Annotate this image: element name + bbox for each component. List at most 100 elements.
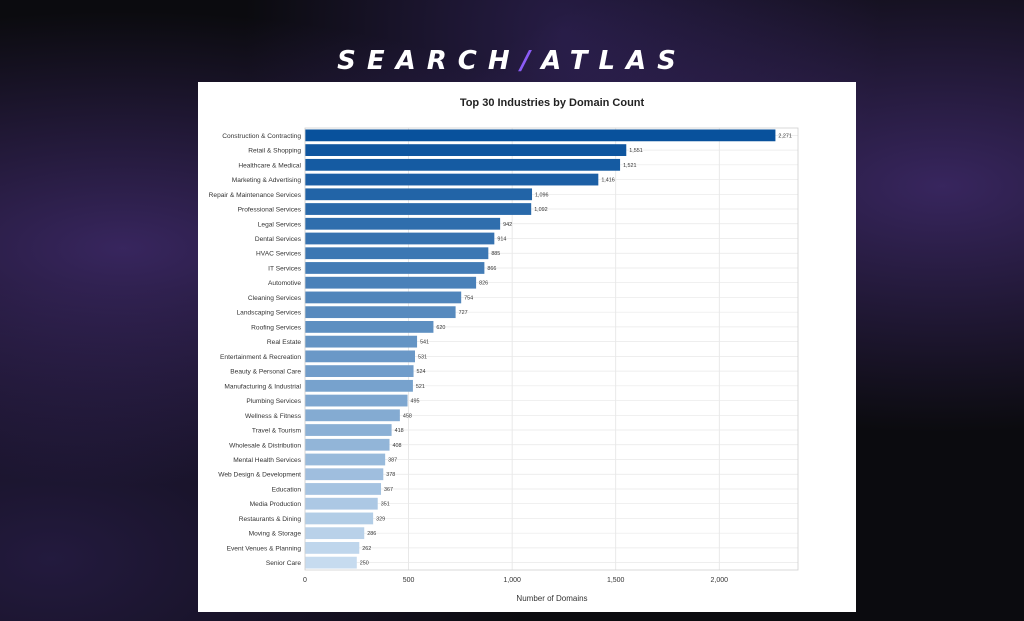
bar bbox=[305, 144, 627, 156]
bar bbox=[305, 247, 489, 260]
value-label: 286 bbox=[367, 531, 376, 537]
value-label: 1,521 bbox=[623, 163, 637, 169]
bar bbox=[305, 483, 382, 495]
value-label: 495 bbox=[411, 399, 420, 405]
category-label: Beauty & Personal Care bbox=[230, 369, 301, 376]
category-label: Repair & Maintenance Services bbox=[209, 192, 302, 199]
category-label: Education bbox=[272, 486, 302, 493]
value-label: 620 bbox=[436, 325, 445, 331]
value-label: 1,096 bbox=[535, 192, 549, 198]
value-label: 1,416 bbox=[601, 178, 615, 184]
bar bbox=[305, 527, 365, 540]
value-label: 367 bbox=[384, 487, 393, 493]
bar bbox=[305, 276, 477, 289]
category-label: Real Estate bbox=[267, 339, 301, 346]
bar bbox=[305, 394, 408, 407]
x-tick-labels: 0 500 1,000 1,500 2,000 bbox=[303, 577, 728, 584]
bar bbox=[305, 512, 374, 525]
value-label: 329 bbox=[376, 516, 385, 522]
category-label: Entertainment & Recreation bbox=[220, 354, 301, 361]
value-label: 351 bbox=[381, 502, 390, 508]
category-label: Automotive bbox=[268, 280, 301, 287]
category-label: Construction & Contracting bbox=[222, 133, 301, 140]
category-label: Legal Services bbox=[258, 221, 302, 228]
category-label: Professional Services bbox=[238, 207, 302, 214]
category-label: Roofing Services bbox=[251, 324, 302, 331]
value-label: 378 bbox=[386, 472, 395, 478]
category-label: Wholesale & Distribution bbox=[229, 442, 301, 449]
bar-chart: Top 30 Industries by Domain Count Constr… bbox=[209, 97, 799, 603]
bar bbox=[305, 365, 414, 377]
bar bbox=[305, 173, 599, 186]
value-label: 866 bbox=[487, 266, 496, 272]
bar bbox=[305, 350, 415, 363]
bar bbox=[305, 542, 360, 554]
bar bbox=[305, 409, 400, 422]
bar bbox=[305, 453, 386, 466]
bar bbox=[305, 321, 434, 333]
category-label: IT Services bbox=[268, 265, 302, 272]
category-label: Media Production bbox=[250, 501, 302, 508]
bar bbox=[305, 379, 413, 392]
x-tick-label: 1,500 bbox=[607, 577, 625, 584]
bar bbox=[305, 497, 378, 510]
bar bbox=[305, 188, 533, 201]
value-label: 727 bbox=[459, 310, 468, 316]
category-labels: Construction & Contracting Retail & Shopp… bbox=[209, 133, 302, 567]
value-label: 914 bbox=[497, 237, 506, 243]
bar bbox=[305, 306, 456, 319]
category-label: Event Venues & Planning bbox=[227, 545, 302, 552]
x-tick-label: 0 bbox=[303, 577, 307, 584]
value-label: 262 bbox=[362, 546, 371, 552]
category-label: Dental Services bbox=[255, 236, 302, 243]
category-label: Moving & Storage bbox=[249, 531, 302, 538]
category-label: Retail & Shopping bbox=[248, 148, 301, 155]
bar bbox=[305, 158, 621, 171]
category-label: Mental Health Services bbox=[233, 457, 302, 464]
category-label: Cleaning Services bbox=[248, 295, 302, 302]
bar bbox=[305, 424, 392, 436]
category-label: Manufacturing & Industrial bbox=[224, 383, 301, 390]
value-label: 418 bbox=[395, 428, 404, 434]
bar bbox=[305, 232, 495, 245]
bar bbox=[305, 335, 418, 348]
bar bbox=[305, 203, 532, 215]
value-label: 524 bbox=[417, 369, 426, 375]
category-label: Healthcare & Medical bbox=[238, 162, 301, 169]
bar bbox=[305, 129, 776, 142]
bar bbox=[305, 556, 357, 569]
value-label: 531 bbox=[418, 354, 427, 360]
bar bbox=[305, 217, 501, 230]
logo-slash: / bbox=[520, 46, 542, 76]
x-tick-label: 1,000 bbox=[503, 577, 521, 584]
category-label: Plumbing Services bbox=[246, 398, 301, 405]
value-label: 1,092 bbox=[534, 207, 548, 213]
category-label: Web Design & Development bbox=[218, 472, 301, 479]
value-label: 250 bbox=[360, 561, 369, 567]
bar bbox=[305, 468, 384, 481]
value-label: 458 bbox=[403, 413, 412, 419]
bar bbox=[305, 438, 390, 451]
value-label: 2,271 bbox=[778, 133, 792, 139]
chart-title: Top 30 Industries by Domain Count bbox=[460, 97, 645, 109]
value-label: 541 bbox=[420, 340, 429, 346]
bar bbox=[305, 262, 485, 274]
value-label: 826 bbox=[479, 281, 488, 287]
value-label: 754 bbox=[464, 295, 473, 301]
x-tick-label: 500 bbox=[403, 577, 415, 584]
value-label: 1,551 bbox=[629, 148, 643, 154]
logo-word-atlas: ATLAS bbox=[541, 46, 687, 76]
value-label: 942 bbox=[503, 222, 512, 228]
chart-panel: Top 30 Industries by Domain Count Constr… bbox=[198, 82, 856, 612]
category-label: HVAC Services bbox=[256, 251, 302, 258]
logo-word-search: SEARCH bbox=[337, 46, 521, 76]
bar bbox=[305, 291, 462, 304]
value-label: 408 bbox=[393, 443, 402, 449]
search-atlas-logo: SEARCH/ATLAS bbox=[0, 46, 1024, 76]
value-label: 387 bbox=[388, 458, 397, 464]
plot-frame bbox=[304, 127, 799, 571]
category-label: Marketing & Advertising bbox=[232, 177, 302, 184]
value-label: 521 bbox=[416, 384, 425, 390]
bars-group bbox=[305, 129, 776, 569]
x-tick-label: 2,000 bbox=[711, 577, 729, 584]
